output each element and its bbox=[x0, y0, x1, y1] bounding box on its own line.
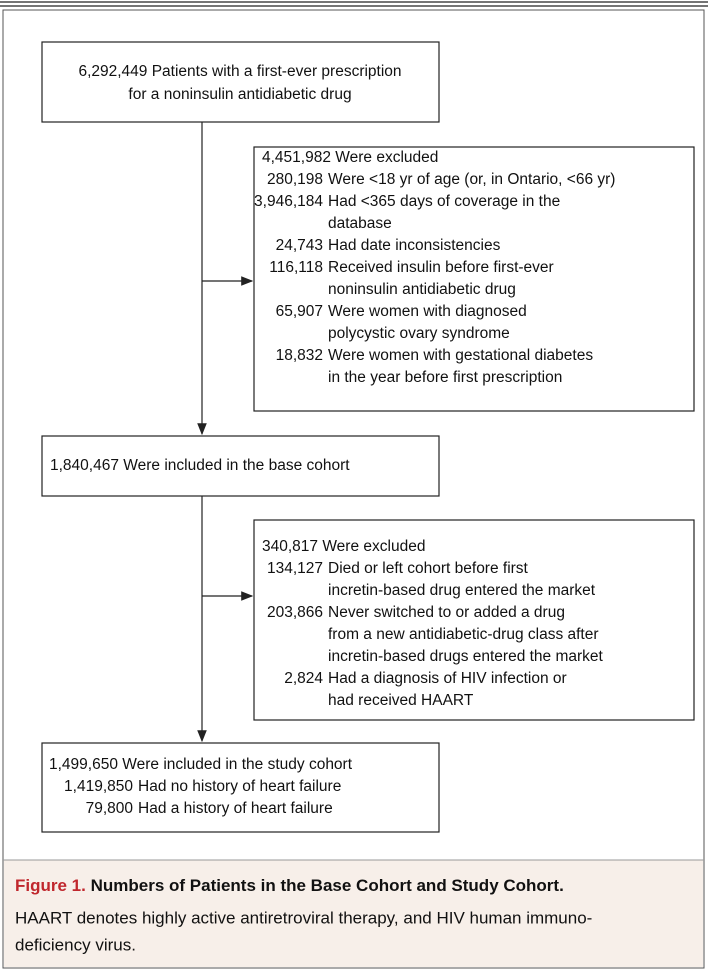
box bbox=[41, 41, 440, 123]
box-text: 1,840,467 Were included in the base coho… bbox=[50, 457, 350, 474]
caption-label: Figure 1. Numbers of Patients in the Bas… bbox=[15, 876, 564, 895]
item-text: database bbox=[328, 215, 392, 232]
count: 18,832 bbox=[276, 347, 323, 364]
count: 79,800 bbox=[86, 800, 134, 817]
item-text: Were women with diagnosed bbox=[328, 303, 527, 320]
box-text: for a noninsulin antidiabetic drug bbox=[128, 86, 351, 103]
item-text: Had <365 days of coverage in the bbox=[328, 193, 560, 210]
count: 116,118 bbox=[269, 259, 323, 276]
item-text: Had no history of heart failure bbox=[138, 778, 341, 795]
item-text: polycystic ovary syndrome bbox=[328, 325, 510, 342]
item-text: Never switched to or added a drug bbox=[328, 604, 565, 621]
list-header: 340,817 Were excluded bbox=[262, 538, 425, 555]
caption-title: Numbers of Patients in the Base Cohort a… bbox=[91, 876, 564, 895]
count: 1,419,850 bbox=[64, 778, 133, 795]
item-text: Were <18 yr of age (or, in Ontario, <66 … bbox=[328, 171, 615, 188]
box-text: 6,292,449 Patients with a first-ever pre… bbox=[78, 63, 401, 80]
list-header: 1,499,650 Were included in the study coh… bbox=[49, 756, 353, 773]
item-text: had received HAART bbox=[328, 692, 474, 709]
caption-text: HAART denotes highly active antiretrovir… bbox=[15, 908, 592, 927]
count: 203,866 bbox=[267, 604, 323, 621]
frame bbox=[2, 9, 705, 969]
count: 280,198 bbox=[267, 171, 323, 188]
caption-bg bbox=[4, 860, 703, 967]
item-text: Received insulin before first-ever bbox=[328, 259, 554, 276]
box bbox=[41, 742, 440, 833]
item-text: Had date inconsistencies bbox=[328, 237, 501, 254]
item-text: Had a history of heart failure bbox=[138, 800, 333, 817]
item-text: noninsulin antidiabetic drug bbox=[328, 281, 516, 298]
count: 2,824 bbox=[284, 670, 323, 687]
count: 24,743 bbox=[276, 237, 323, 254]
item-text: Died or left cohort before first bbox=[328, 560, 529, 577]
box bbox=[253, 519, 695, 721]
count: 65,907 bbox=[276, 303, 323, 320]
figure-label: Figure 1. bbox=[15, 876, 86, 895]
item-text: in the year before first prescription bbox=[328, 369, 562, 386]
count: 3,946,184 bbox=[254, 193, 323, 210]
item-text: Had a diagnosis of HIV infection or bbox=[328, 670, 567, 687]
box bbox=[253, 146, 695, 412]
item-text: incretin-based drugs entered the market bbox=[328, 648, 604, 665]
caption-text: deficiency virus. bbox=[15, 935, 136, 954]
list-header: 4,451,982 Were excluded bbox=[262, 149, 438, 166]
box bbox=[41, 435, 440, 497]
item-text: incretin-based drug entered the market bbox=[328, 582, 596, 599]
item-text: from a new antidiabetic-drug class after bbox=[328, 626, 599, 643]
count: 134,127 bbox=[267, 560, 323, 577]
item-text: Were women with gestational diabetes bbox=[328, 347, 593, 364]
